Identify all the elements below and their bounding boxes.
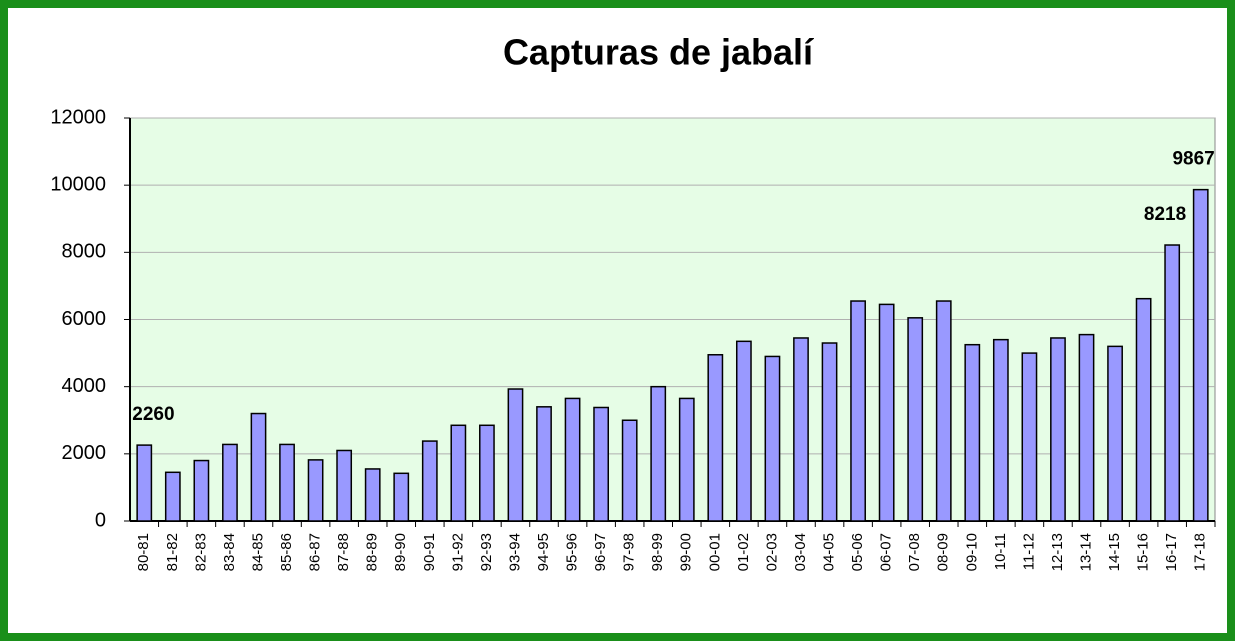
y-tick-label: 8000	[62, 241, 107, 263]
x-tick-label: 13-14	[1077, 533, 1094, 571]
x-tick-label: 93-94	[506, 533, 523, 571]
x-tick-label: 05-06	[849, 533, 866, 571]
x-tick-label: 81-82	[164, 533, 181, 571]
x-tick-label: 91-92	[449, 533, 466, 571]
data-label: 2260	[132, 404, 174, 425]
bar	[678, 397, 695, 522]
x-tick-label: 15-16	[1135, 533, 1152, 571]
bar	[935, 300, 952, 522]
bar	[1050, 337, 1066, 522]
bar	[878, 303, 895, 522]
bar	[593, 406, 610, 522]
x-tick-label: 06-07	[878, 533, 895, 571]
bar	[1021, 352, 1038, 522]
bar	[479, 424, 495, 522]
x-tick-label: 12-13	[1049, 533, 1066, 571]
x-tick-label: 86-87	[307, 533, 324, 571]
y-tick-label: 12000	[50, 106, 106, 128]
chart-title: Capturas de jabalí	[503, 32, 814, 73]
x-tick-label: 94-95	[535, 533, 552, 571]
bar	[1107, 345, 1123, 522]
x-tick-label: 01-02	[735, 533, 752, 571]
bar	[764, 355, 781, 522]
x-tick-label: 99-00	[678, 533, 695, 571]
bar	[279, 443, 295, 522]
x-tick-label: 07-08	[906, 533, 923, 571]
bar	[821, 342, 838, 522]
x-tick-label: 16-17	[1163, 533, 1180, 571]
y-tick-label: 2000	[62, 442, 107, 464]
x-tick-label: 88-89	[364, 533, 381, 571]
data-label: 9867	[1172, 149, 1214, 170]
bar	[307, 459, 324, 522]
x-tick-label: 92-93	[478, 533, 495, 571]
bar	[336, 449, 353, 522]
bar	[735, 340, 752, 522]
bar	[1164, 244, 1181, 522]
bar	[650, 385, 667, 522]
x-tick-label: 02-03	[763, 533, 780, 571]
bar	[450, 424, 467, 522]
x-tick-label: 04-05	[821, 533, 838, 571]
x-tick-label: 84-85	[249, 533, 266, 571]
x-tick-label: 00-01	[706, 533, 723, 571]
bar	[992, 338, 1009, 522]
x-tick-label: 10-11	[992, 533, 1009, 570]
x-tick-label: 90-91	[421, 533, 438, 571]
bar	[621, 419, 638, 522]
bar	[964, 343, 981, 522]
bar	[193, 459, 210, 522]
bar	[707, 354, 724, 522]
x-tick-label: 80-81	[135, 533, 152, 571]
bar	[136, 444, 153, 522]
bar	[250, 412, 267, 522]
bar	[393, 472, 410, 522]
x-tick-label: 08-09	[935, 533, 952, 571]
x-tick-label: 14-15	[1106, 533, 1123, 571]
bar	[564, 397, 581, 522]
x-tick-label: 97-98	[621, 533, 638, 571]
x-tick-label: 11-12	[1020, 533, 1037, 570]
bar	[421, 440, 438, 522]
bar	[164, 471, 181, 522]
bar	[850, 300, 866, 522]
x-tick-label: 98-99	[649, 533, 666, 571]
bar	[1192, 188, 1209, 522]
bar	[507, 388, 524, 522]
bar	[222, 443, 238, 522]
x-tick-label: 03-04	[792, 533, 809, 571]
data-label: 8218	[1144, 204, 1186, 225]
y-tick-label: 0	[95, 509, 106, 531]
x-tick-label: 87-88	[335, 533, 352, 571]
bar	[793, 337, 809, 522]
x-tick-label: 96-97	[592, 533, 609, 571]
x-tick-label: 89-90	[392, 533, 409, 571]
y-tick-label: 10000	[50, 173, 106, 195]
bar	[1078, 333, 1095, 522]
x-tick-label: 83-84	[221, 533, 238, 571]
x-tick-label: 09-10	[963, 533, 980, 571]
y-tick-label: 4000	[62, 375, 107, 397]
x-tick-label: 82-83	[192, 533, 209, 571]
bar	[536, 406, 552, 522]
bar	[1135, 297, 1152, 522]
bar	[364, 468, 381, 522]
y-tick-label: 6000	[62, 308, 107, 330]
x-tick-label: 85-86	[278, 533, 295, 571]
bar	[907, 317, 924, 522]
x-tick-label: 95-96	[564, 533, 581, 571]
x-tick-label: 17-18	[1192, 533, 1209, 571]
